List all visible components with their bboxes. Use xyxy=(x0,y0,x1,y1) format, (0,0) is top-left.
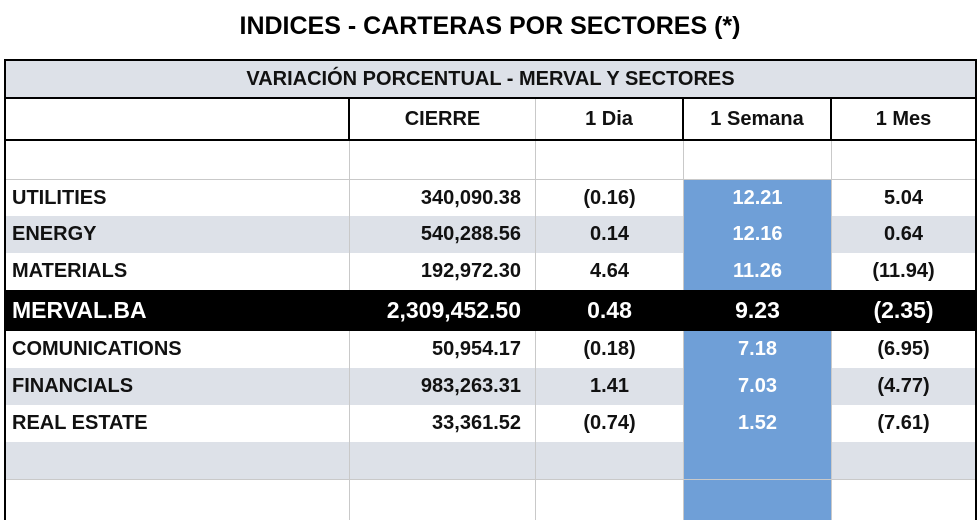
sector-name: MATERIALS xyxy=(6,253,350,290)
semana-value: 9.23 xyxy=(684,290,832,331)
sector-name: MERVAL.BA xyxy=(6,290,350,331)
sector-name: UTILITIES xyxy=(6,180,350,216)
empty-cell xyxy=(350,141,536,179)
empty-cell xyxy=(6,480,350,520)
empty-cell xyxy=(832,141,975,179)
column-header-1mes: 1 Mes xyxy=(875,107,932,130)
column-header-1semana: 1 Semana xyxy=(684,99,832,139)
dia-value: 0.48 xyxy=(536,290,684,331)
dia-value: 0.14 xyxy=(536,216,684,253)
cierre-value: 983,263.31 xyxy=(350,368,536,405)
dia-value: (0.16) xyxy=(536,180,684,216)
sector-name: FINANCIALS xyxy=(6,368,350,405)
table-row-empty xyxy=(6,442,975,479)
table-row: REAL ESTATE 33,361.52 (0.74) 1.52 (7.61) xyxy=(6,405,975,442)
cierre-value: 540,288.56 xyxy=(350,216,536,253)
empty-cell xyxy=(684,442,832,479)
table-row: FINANCIALS 983,263.31 1.41 7.03 (4.77) xyxy=(6,368,975,405)
table-row-empty xyxy=(6,141,975,180)
semana-value: 1.52 xyxy=(684,405,832,442)
dia-value: 1.41 xyxy=(536,368,684,405)
sector-table: VARIACIÓN PORCENTUAL - MERVAL Y SECTORES… xyxy=(4,59,977,520)
mes-value: 0.64 xyxy=(884,223,923,245)
table-heading: VARIACIÓN PORCENTUAL - MERVAL Y SECTORES xyxy=(6,61,975,99)
empty-cell xyxy=(536,480,684,520)
column-header-name xyxy=(6,99,350,139)
column-header-row: CIERRE 1 Dia 1 Semana 1 Mes xyxy=(6,99,975,141)
cierre-value: 192,972.30 xyxy=(350,253,536,290)
column-header-cierre: CIERRE xyxy=(350,99,536,139)
empty-cell xyxy=(536,141,684,179)
cierre-value: 50,954.17 xyxy=(350,331,536,368)
page-title: INDICES - CARTERAS POR SECTORES (*) xyxy=(239,12,741,40)
sector-name: COMUNICATIONS xyxy=(6,331,350,368)
table-row-empty xyxy=(6,479,975,520)
cierre-value: 340,090.38 xyxy=(350,180,536,216)
empty-cell xyxy=(684,480,832,520)
empty-cell xyxy=(536,442,684,479)
semana-value: 7.18 xyxy=(684,331,832,368)
dia-value: (0.18) xyxy=(536,331,684,368)
cierre-value: 2,309,452.50 xyxy=(350,290,536,331)
table-row: UTILITIES 340,090.38 (0.16) 12.21 5.04 xyxy=(6,180,975,216)
table-row: MATERIALS 192,972.30 4.64 11.26 (11.94) xyxy=(6,253,975,290)
dia-value: 4.64 xyxy=(536,253,684,290)
empty-cell xyxy=(350,480,536,520)
empty-cell xyxy=(832,480,975,520)
semana-value: 12.16 xyxy=(684,216,832,253)
column-header-1dia: 1 Dia xyxy=(536,99,684,139)
sector-name: REAL ESTATE xyxy=(6,405,350,442)
empty-cell xyxy=(832,442,975,479)
mes-value: (11.94) xyxy=(872,260,935,282)
dia-value: (0.74) xyxy=(536,405,684,442)
table-row: ENERGY 540,288.56 0.14 12.16 0.64 xyxy=(6,216,975,253)
sector-name: ENERGY xyxy=(6,216,350,253)
empty-cell xyxy=(350,442,536,479)
empty-cell xyxy=(6,141,350,179)
empty-cell xyxy=(6,442,350,479)
cierre-value: 33,361.52 xyxy=(350,405,536,442)
semana-value: 11.26 xyxy=(684,253,832,290)
table-row-merval: MERVAL.BA 2,309,452.50 0.48 9.23 (2.35) xyxy=(6,290,975,331)
semana-value: 7.03 xyxy=(684,368,832,405)
semana-value: 12.21 xyxy=(684,180,832,216)
empty-cell xyxy=(684,141,832,179)
mes-value: (2.35) xyxy=(873,297,934,323)
mes-value: (6.95) xyxy=(877,338,930,360)
mes-value: (7.61) xyxy=(877,412,930,434)
table-row: COMUNICATIONS 50,954.17 (0.18) 7.18 (6.9… xyxy=(6,331,975,368)
mes-value: (4.77) xyxy=(877,375,930,397)
mes-value: 5.04 xyxy=(884,186,923,209)
